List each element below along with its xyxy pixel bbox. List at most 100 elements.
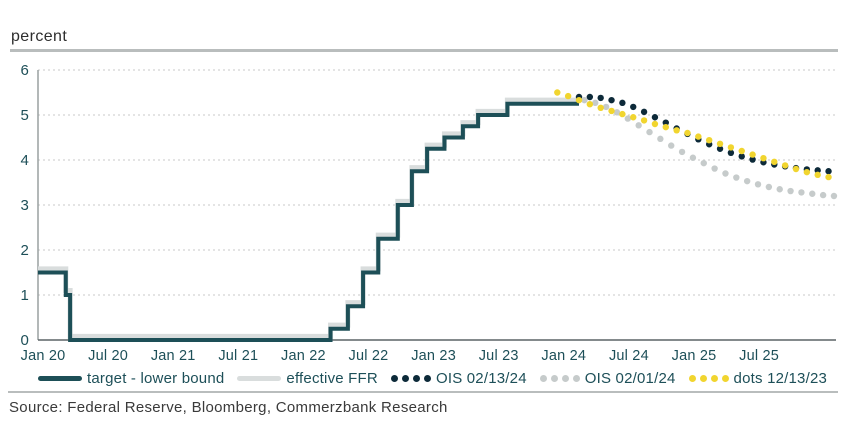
legend-item-ois-0201: OIS 02/01/24 (539, 369, 676, 387)
series-ois_02_01_24-dot (689, 154, 697, 161)
legend-label: effective FFR (286, 369, 378, 387)
x-tick-label: Jul 23 (479, 348, 519, 364)
x-tick-label: Jul 24 (609, 348, 649, 364)
series-dots_12_13_23-dot (803, 168, 811, 176)
series-dots_12_13_23-dot (575, 96, 583, 104)
series-dots_12_13_23-dot (738, 147, 745, 155)
series-ois_02_01_24-dot (624, 115, 632, 122)
legend-label: target - lower bound (87, 369, 225, 387)
series-ois_02_01_24-dot (733, 174, 740, 181)
series-ois_02_01_24-dot (700, 159, 707, 167)
legend-label: OIS 02/13/24 (435, 369, 527, 387)
x-tick-label: Jul 22 (349, 348, 389, 364)
series-dots_12_13_23-dot (825, 173, 832, 181)
series-ois_02_13_24-dot (727, 149, 735, 156)
series-ois_02_01_24-dot (657, 135, 664, 143)
series-ois_02_13_24-dot (608, 96, 615, 104)
series-ois_02_01_24-dot (581, 96, 588, 104)
y-tick-label: 5 (20, 107, 29, 124)
legend-label: dots 12/13/23 (733, 369, 828, 387)
y-tick-label: 6 (20, 62, 29, 79)
series-ois_02_13_24-dot (814, 167, 821, 174)
series-ois_02_13_24-dot (586, 93, 594, 101)
series-ois_02_01_24-dot (743, 177, 751, 185)
series-ois_02_01_24-dot (602, 103, 610, 111)
y-axis-unit-label: percent (11, 28, 68, 45)
series-ois_02_01_24-dot (646, 128, 653, 136)
series-dots_12_13_23-dot (749, 151, 756, 158)
series-ois_02_13_24-dot (619, 99, 626, 107)
series-ois_02_13_24-dot (749, 156, 756, 163)
series-ois_02_01_24-dot (765, 183, 773, 191)
series-dots_12_13_23-dot (792, 165, 800, 173)
series-dots_12_13_23-dot (608, 107, 615, 115)
series-ois_02_13_24-dot (662, 119, 669, 126)
series-ois_02_01_24-dot (592, 99, 599, 107)
series-dots_12_13_23-dot (586, 101, 594, 108)
series-dots_12_13_23-dot (705, 137, 713, 144)
series-dots_12_13_23-dot (716, 140, 724, 147)
top-divider-rule (10, 49, 838, 52)
x-tick-label: Jan 25 (672, 348, 717, 364)
series-ois_02_01_24-dot (635, 122, 642, 129)
series-ois_02_01_24-dot (711, 165, 718, 172)
x-tick-label: Jul 25 (739, 348, 779, 364)
series-effective_ffr-line (38, 97, 579, 339)
series-ois_02_01_24-dot (668, 142, 675, 149)
series-dots_12_13_23-dot (640, 117, 648, 124)
series-ois_02_13_24-dot (716, 145, 724, 152)
series-ois_02_01_24-dot (754, 181, 762, 188)
series-dots_12_13_23-dot (684, 129, 691, 137)
series-dots_12_13_23-dot (695, 133, 702, 140)
series-dots_12_13_23-dot (564, 92, 572, 100)
series-target_lower_bound-line (38, 101, 579, 342)
series-ois_02_01_24-dot (722, 170, 729, 177)
y-tick-label: 1 (20, 287, 29, 304)
y-tick-label: 4 (20, 152, 29, 169)
series-ois_02_01_24-dot (776, 186, 783, 193)
series-dots_12_13_23-dot (554, 89, 561, 96)
series-ois_02_13_24-dot (640, 108, 648, 116)
series-ois_02_01_24-dot (678, 148, 686, 156)
series-dots_12_13_23-dot (673, 127, 680, 134)
y-tick-label: 3 (20, 197, 29, 214)
series-ois_02_01_24-dot (819, 191, 827, 199)
series-ois_02_01_24-dot (830, 192, 838, 200)
y-tick-label: 0 (20, 332, 29, 349)
legend-label: OIS 02/01/24 (584, 369, 676, 387)
series-ois_02_01_24-dot (613, 109, 621, 116)
series-ois_02_13_24-dot (630, 103, 637, 111)
series-dots_12_13_23-dot (727, 144, 735, 151)
series-ois_02_13_24-dot (651, 114, 659, 121)
x-tick-label: Jan 23 (411, 348, 456, 364)
series-dots_12_13_23-dot (597, 104, 604, 112)
series-dots_12_13_23-dot (781, 162, 789, 169)
series-dots_12_13_23-dot (760, 155, 767, 162)
source-attribution: Source: Federal Reserve, Bloomberg, Comm… (9, 399, 448, 416)
x-tick-label: Jul 20 (88, 348, 128, 364)
x-tick-label: Jan 20 (21, 348, 66, 364)
series-ois_02_13_24-dot (738, 153, 745, 160)
x-tick-label: Jan 21 (151, 348, 196, 364)
bottom-divider-rule (8, 391, 838, 393)
legend-item-fed-dots: dots 12/13/23 (688, 369, 828, 387)
legend-item-effective-ffr: effective FFR (237, 370, 378, 387)
legend-item-ois-0213: OIS 02/13/24 (390, 369, 527, 387)
legend-item-target-lower-bound: target - lower bound (38, 370, 224, 387)
target-line-swatch (38, 375, 82, 381)
ois-0201-dots-swatch (539, 374, 580, 382)
series-dots_12_13_23-dot (771, 158, 778, 165)
series-ois_02_01_24-dot (809, 190, 816, 197)
effective-ffr-line-swatch (237, 375, 282, 381)
series-dots_12_13_23-dot (662, 123, 669, 131)
x-tick-label: Jan 22 (281, 348, 326, 364)
series-ois_02_13_24-dot (597, 94, 604, 102)
series-dots_12_13_23-dot (630, 114, 637, 121)
x-tick-label: Jul 21 (218, 348, 258, 364)
ois-0213-dots-swatch (390, 374, 431, 382)
series-ois_02_13_24-dot (825, 168, 832, 175)
series-ois_02_01_24-dot (798, 189, 805, 196)
series-dots_12_13_23-dot (619, 110, 626, 118)
